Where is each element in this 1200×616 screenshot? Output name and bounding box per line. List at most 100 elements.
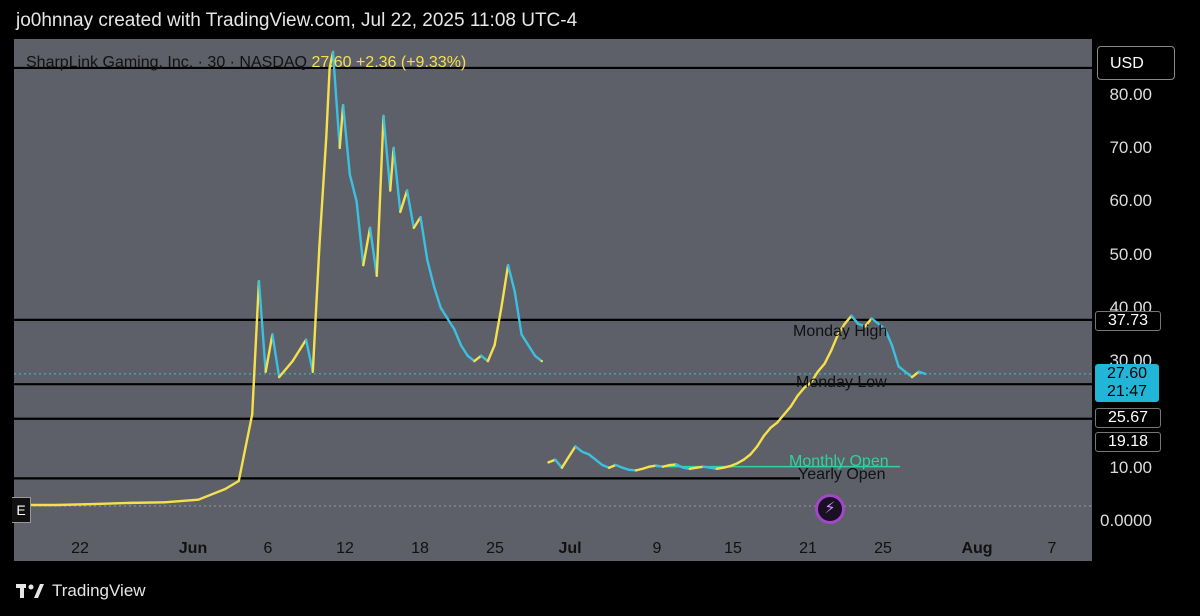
price-segment — [399, 189, 409, 214]
price-segment — [453, 327, 463, 347]
price-segment — [823, 349, 833, 365]
price-segment — [513, 290, 523, 336]
footer-brand: TradingView — [16, 581, 146, 601]
price-segment — [742, 453, 752, 461]
price-segment — [587, 453, 597, 461]
price-segment — [776, 413, 786, 424]
price-segment — [897, 365, 907, 373]
price-segment — [675, 463, 685, 469]
label-monthly-open: Monthly Open — [789, 453, 889, 470]
price-segment — [863, 317, 873, 328]
price-segment — [809, 370, 819, 384]
price-segment — [506, 263, 516, 294]
price-segment — [567, 445, 577, 459]
price-segment — [877, 322, 887, 331]
x-tick: 15 — [724, 540, 742, 557]
price-segment — [547, 458, 557, 464]
price-segment — [237, 413, 254, 483]
y-tick: 80.00 — [1109, 85, 1152, 104]
price-segment — [412, 215, 422, 230]
price-segment — [439, 306, 449, 320]
x-tick: 7 — [1047, 540, 1057, 557]
x-tick: Aug — [961, 540, 993, 557]
earnings-marker[interactable]: E — [12, 497, 31, 523]
x-tick: 12 — [336, 540, 354, 557]
price-segment — [500, 263, 510, 309]
price-segment — [574, 445, 584, 453]
price-segment — [830, 333, 840, 352]
chart-credit: jo0hnnay created with TradingView.com, J… — [16, 10, 578, 31]
price-segment — [594, 458, 604, 467]
price-segment — [375, 114, 385, 278]
price-segment — [850, 314, 860, 325]
y-tick: 10.00 — [1109, 458, 1152, 477]
price-segment — [883, 327, 894, 347]
level-tag-monday-high: 37.73 — [1095, 311, 1161, 331]
price-segment — [789, 394, 799, 408]
price-segment — [614, 463, 624, 469]
price-segment — [607, 463, 617, 469]
price-segment — [55, 502, 99, 507]
label-yearly-open: Yearly Open — [798, 466, 886, 483]
price-segment — [96, 501, 133, 506]
chart-plot-area[interactable] — [14, 39, 1092, 561]
price-segment — [749, 445, 759, 456]
price-segment — [486, 343, 496, 363]
price-segment — [348, 173, 358, 203]
symbol-change: +2.36 (+9.33%) — [355, 54, 467, 71]
price-segment — [493, 306, 503, 347]
y-tick: 50.00 — [1109, 245, 1152, 264]
price-segment — [796, 386, 806, 397]
price-segment — [311, 242, 321, 373]
price-segment — [257, 279, 267, 373]
price-segment — [904, 370, 914, 379]
currency-button[interactable]: USD — [1097, 46, 1175, 80]
price-segment — [129, 501, 166, 505]
price-segment — [432, 285, 442, 309]
price-segment — [355, 199, 365, 267]
price-segment — [382, 114, 392, 192]
y-tick: 60.00 — [1109, 191, 1152, 210]
price-segment — [405, 189, 415, 230]
x-tick: Jun — [178, 540, 208, 557]
price-segment — [291, 338, 308, 363]
lightning-icon[interactable]: ⚡ — [815, 494, 845, 524]
price-segment — [890, 343, 900, 368]
x-tick: 18 — [411, 540, 429, 557]
price-axis[interactable] — [1092, 39, 1200, 566]
last-price-value: 27.60 — [1106, 365, 1148, 382]
symbol-name: SharpLink Gaming, Inc. · 30 · NASDAQ — [26, 54, 307, 71]
price-segment — [910, 370, 920, 379]
price-segment — [479, 354, 490, 363]
symbol-price: 27.60 — [311, 54, 352, 71]
price-segment — [331, 50, 341, 150]
price-segment — [271, 333, 281, 379]
x-tick: 9 — [652, 540, 662, 557]
price-segment — [338, 104, 345, 150]
price-segment — [527, 343, 537, 357]
price-segment — [277, 359, 294, 379]
price-segment — [782, 405, 793, 416]
label-monday-high: Monday High — [793, 323, 888, 340]
price-segment — [857, 322, 867, 328]
price-segment — [554, 458, 564, 469]
price-segment — [362, 226, 372, 267]
price-segment — [843, 314, 853, 325]
x-tick: 22 — [71, 540, 89, 557]
x-tick: Jul — [558, 540, 582, 557]
level-tag-19: 19.18 — [1095, 432, 1161, 452]
price-segment — [803, 381, 813, 389]
price-segment — [533, 354, 543, 363]
price-segment — [325, 66, 331, 139]
price-segment — [836, 322, 846, 336]
price-segment — [580, 450, 591, 456]
tradingview-logo-icon — [16, 582, 44, 600]
price-segment — [368, 226, 378, 278]
price-segment — [197, 487, 227, 501]
price-segment — [459, 343, 469, 357]
price-segment — [870, 317, 880, 325]
price-segment — [264, 333, 274, 373]
price-segment — [341, 104, 352, 176]
price-segment — [466, 354, 476, 363]
